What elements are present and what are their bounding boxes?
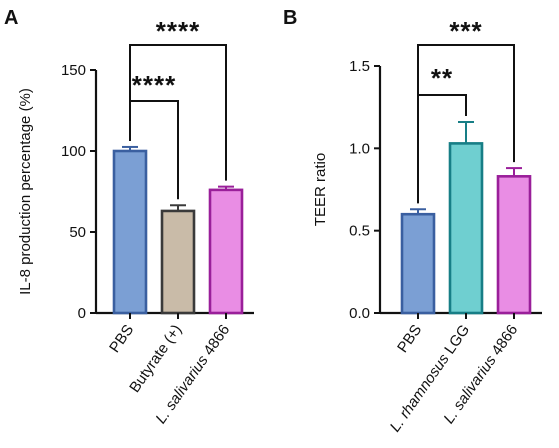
panel-a-y-tick-label: 150	[61, 62, 86, 79]
panel-b-y-tick-label: 0.5	[349, 223, 370, 240]
panel-b-y-tick-label: 1.5	[349, 58, 370, 75]
panel-b-y-tick-label: 1.0	[349, 140, 370, 157]
panel-a-bar	[208, 188, 244, 315]
panel-a-bar	[160, 209, 196, 315]
panel-a-y-tick-label: 50	[69, 224, 86, 241]
panel-b-bar	[400, 212, 436, 315]
panel-b-significance-bracket	[417, 44, 515, 204]
panel-letter-b: B	[283, 7, 297, 29]
panel-letter-a: A	[4, 7, 18, 29]
panel-a-significance-stars: ****	[132, 70, 176, 100]
panel-a-significance-bracket	[129, 44, 227, 181]
panel-a-bar-chart: 0 50 100 150 IL-8 production percentage (%) P…	[17, 16, 254, 427]
panel-a-significance-stars: ****	[156, 16, 200, 46]
panel-b-significance-stars: ***	[449, 16, 482, 46]
panel-a-y-axis-title: IL-8 production percentage (%)	[17, 88, 34, 295]
panel-b-category-label: PBS	[394, 322, 425, 356]
panel-b-y-axis-title: TEER ratio	[312, 153, 329, 226]
panel-b-bar	[496, 175, 532, 315]
panel-a-y-tick-label: 100	[61, 143, 86, 160]
panel-a-bar	[112, 149, 148, 315]
panel-a-y-tick-label: 0	[78, 305, 86, 322]
panel-b-y-tick-label: 0.0	[349, 305, 370, 322]
panel-b-bar	[448, 142, 484, 315]
panel-a-category-label: PBS	[106, 322, 137, 356]
panel-b-significance-stars: **	[431, 63, 453, 93]
